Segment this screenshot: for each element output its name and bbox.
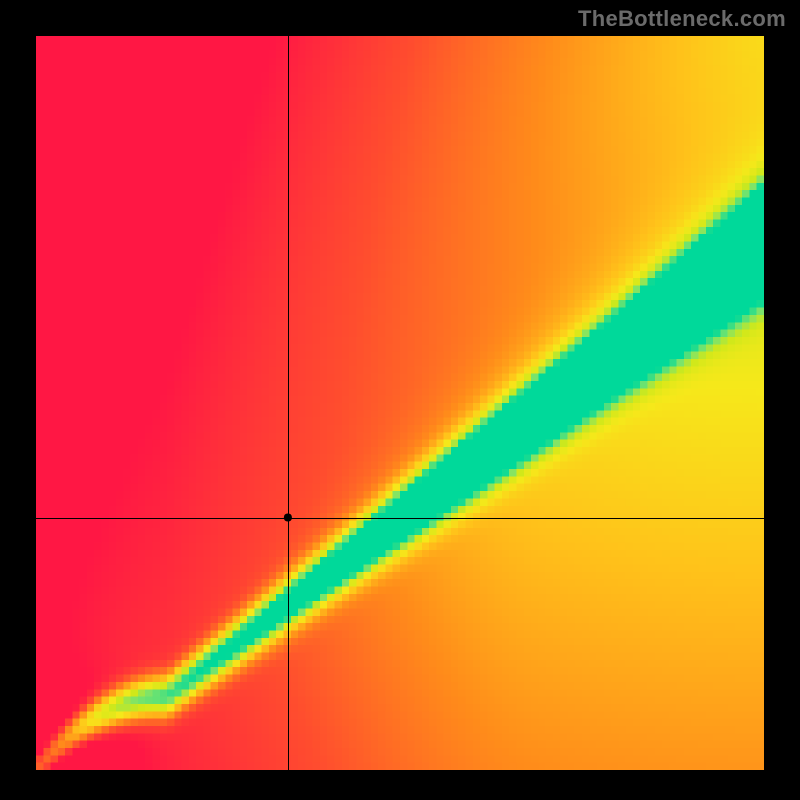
heatmap-canvas <box>36 36 764 770</box>
chart-container: TheBottleneck.com <box>0 0 800 800</box>
watermark-text: TheBottleneck.com <box>578 6 786 32</box>
